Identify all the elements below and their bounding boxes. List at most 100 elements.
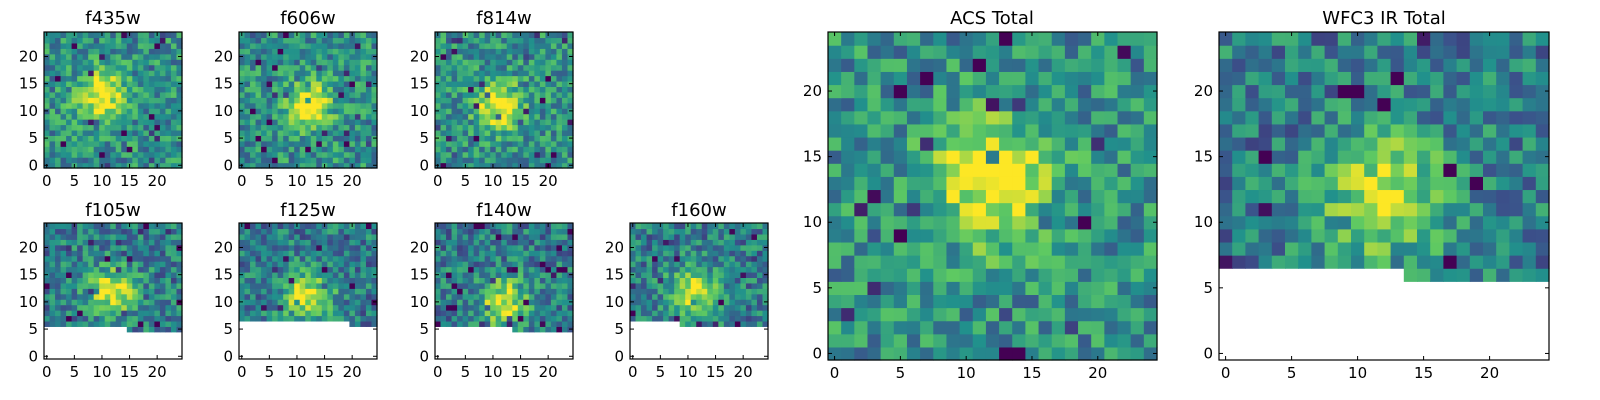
masked-pixel: [668, 348, 675, 355]
image-pixel: [121, 315, 128, 322]
image-pixel: [457, 70, 464, 77]
image-pixel: [1012, 333, 1026, 348]
masked-pixel: [283, 331, 290, 338]
image-pixel: [440, 146, 447, 153]
image-pixel: [93, 102, 100, 109]
image-pixel: [451, 124, 458, 131]
image-pixel: [685, 282, 692, 289]
image-pixel: [137, 53, 144, 60]
image-pixel: [920, 333, 934, 348]
image-pixel: [506, 146, 513, 153]
image-pixel: [277, 140, 284, 147]
image-pixel: [539, 75, 546, 82]
y-tick-label: 5: [419, 129, 429, 147]
image-pixel: [517, 80, 524, 87]
image-pixel: [506, 157, 513, 164]
image-pixel: [272, 293, 279, 300]
image-pixel: [294, 146, 301, 153]
masked-pixel: [371, 337, 378, 344]
image-pixel: [170, 91, 178, 98]
masked-pixel: [457, 342, 464, 349]
image-pixel: [479, 233, 486, 240]
masked-pixel: [159, 331, 167, 338]
image-pixel: [440, 239, 447, 246]
image-pixel: [110, 228, 117, 235]
image-pixel: [1104, 307, 1119, 322]
image-pixel: [561, 223, 569, 230]
image-pixel: [490, 70, 497, 77]
image-pixel: [841, 150, 855, 164]
image-pixel: [321, 288, 328, 295]
image-pixel: [110, 32, 117, 39]
masked-pixel: [261, 348, 268, 355]
image-pixel: [1025, 215, 1040, 230]
image-pixel: [512, 75, 519, 82]
image-pixel: [88, 320, 95, 327]
image-pixel: [104, 293, 111, 300]
image-pixel: [170, 48, 178, 55]
image-pixel: [277, 124, 284, 131]
image-pixel: [561, 32, 569, 39]
image-pixel: [946, 307, 961, 322]
image-pixel: [828, 228, 842, 243]
masked-pixel: [440, 353, 447, 360]
x-tick-label: 10: [92, 172, 111, 190]
image-pixel: [360, 320, 367, 327]
image-pixel: [170, 124, 178, 131]
image-pixel: [316, 91, 323, 98]
image-pixel: [327, 102, 334, 109]
masked-pixel: [506, 353, 513, 360]
image-pixel: [668, 250, 675, 257]
image-pixel: [148, 140, 155, 147]
image-pixel: [110, 233, 117, 240]
image-pixel: [663, 315, 670, 322]
image-pixel: [479, 129, 486, 136]
image-pixel: [143, 310, 150, 317]
image-pixel: [561, 162, 569, 169]
image-pixel: [685, 261, 692, 268]
image-pixel: [668, 266, 675, 273]
image-pixel: [946, 163, 961, 177]
image-pixel: [473, 228, 480, 235]
image-pixel: [567, 48, 574, 55]
image-pixel: [517, 86, 524, 93]
masked-pixel: [288, 342, 295, 349]
image-pixel: [545, 266, 552, 273]
image-pixel: [338, 288, 345, 295]
image-pixel: [343, 162, 350, 169]
image-pixel: [316, 293, 323, 300]
image-pixel: [740, 310, 747, 317]
image-pixel: [506, 97, 513, 104]
image-pixel: [321, 86, 328, 93]
image-pixel: [137, 86, 144, 93]
image-pixel: [539, 266, 546, 273]
image-pixel: [55, 157, 62, 164]
image-pixel: [435, 37, 442, 44]
image-pixel: [751, 299, 758, 306]
image-pixel: [528, 42, 535, 49]
image-pixel: [468, 261, 475, 268]
image-pixel: [506, 70, 513, 77]
image-pixel: [82, 266, 89, 273]
image-pixel: [446, 288, 453, 295]
image-pixel: [71, 108, 78, 115]
image-pixel: [652, 255, 659, 262]
image-pixel: [545, 299, 552, 306]
masked-pixel: [663, 348, 670, 355]
image-pixel: [985, 189, 1000, 204]
image-pixel: [556, 233, 563, 240]
image-pixel: [121, 255, 128, 262]
image-pixel: [71, 42, 78, 49]
image-pixel: [567, 282, 574, 289]
image-pixel: [77, 108, 84, 115]
image-pixel: [561, 310, 569, 317]
image-pixel: [176, 119, 183, 126]
masked-pixel: [506, 348, 513, 355]
image-pixel: [501, 239, 508, 246]
image-pixel: [867, 333, 882, 348]
image-pixel: [121, 244, 128, 251]
image-pixel: [272, 42, 279, 49]
image-pixel: [473, 140, 480, 147]
image-pixel: [272, 233, 279, 240]
image-pixel: [93, 239, 100, 246]
